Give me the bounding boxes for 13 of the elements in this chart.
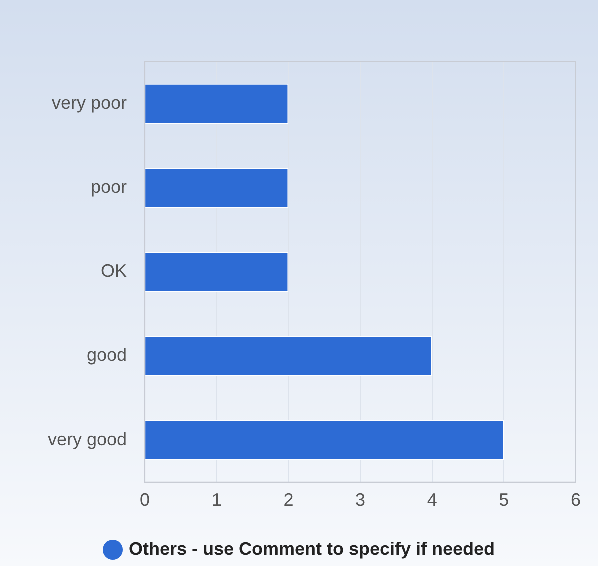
y-tick-label: very poor <box>52 93 128 114</box>
x-tick-label: 5 <box>499 490 510 510</box>
y-tick-label: poor <box>91 177 128 198</box>
x-tick-label: 6 <box>570 490 582 510</box>
x-tick-label: 4 <box>427 490 438 510</box>
y-tick-label: OK <box>101 261 128 282</box>
y-tick-label: good <box>87 345 128 366</box>
x-tick-label: 3 <box>356 490 366 510</box>
x-tick-label: 1 <box>212 490 222 510</box>
x-tick-label: 0 <box>140 490 150 510</box>
x-tick-label: 2 <box>284 490 294 510</box>
y-tick-label: very good <box>48 429 128 450</box>
legend-label: Others - use Comment to specify if needed <box>128 539 496 560</box>
